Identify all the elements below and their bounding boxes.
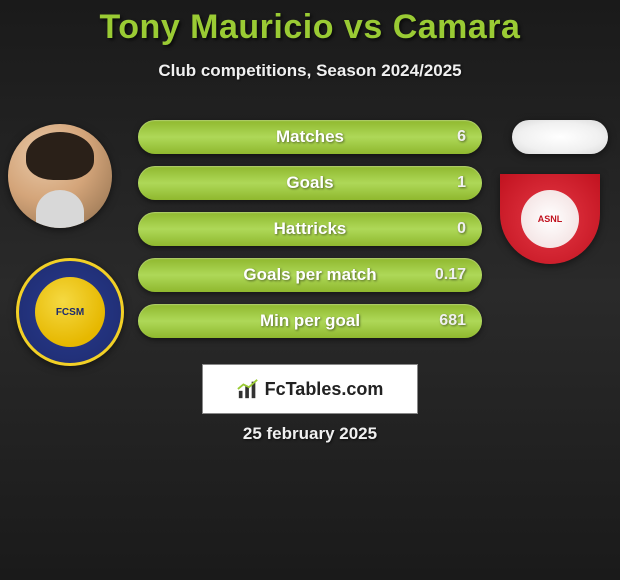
- chart-icon: [237, 378, 259, 400]
- date-label: 25 february 2025: [0, 424, 620, 444]
- stat-label: Min per goal: [260, 311, 360, 331]
- stat-value-right: 1: [457, 174, 466, 192]
- stat-label: Matches: [276, 127, 344, 147]
- stat-row-goals: Goals 1: [138, 166, 482, 200]
- stat-value-right: 681: [439, 312, 466, 330]
- stat-label: Goals per match: [243, 265, 376, 285]
- stat-value-right: 6: [457, 128, 466, 146]
- page-subtitle: Club competitions, Season 2024/2025: [0, 61, 620, 81]
- stats-list: Matches 6 Goals 1 Hattricks 0 Goals per …: [138, 120, 482, 350]
- player-right-club-badge: ASNL: [500, 174, 600, 264]
- club-badge-text: FCSM: [35, 277, 105, 347]
- comparison-card: Tony Mauricio vs Camara Club competition…: [0, 0, 620, 580]
- stat-row-matches: Matches 6: [138, 120, 482, 154]
- player-right-avatar: [512, 120, 608, 154]
- player-left-club-badge: FCSM: [16, 258, 124, 366]
- stat-value-right: 0.17: [435, 266, 466, 284]
- player-left-avatar: [8, 124, 112, 228]
- stat-value-right: 0: [457, 220, 466, 238]
- stat-label: Hattricks: [274, 219, 347, 239]
- stat-row-hattricks: Hattricks 0: [138, 212, 482, 246]
- stat-row-min-per-goal: Min per goal 681: [138, 304, 482, 338]
- page-title: Tony Mauricio vs Camara: [0, 0, 620, 47]
- stat-label: Goals: [286, 173, 333, 193]
- brand-link[interactable]: FcTables.com: [202, 364, 418, 414]
- brand-text: FcTables.com: [265, 379, 384, 400]
- club-badge-text: ASNL: [521, 190, 579, 248]
- stat-row-goals-per-match: Goals per match 0.17: [138, 258, 482, 292]
